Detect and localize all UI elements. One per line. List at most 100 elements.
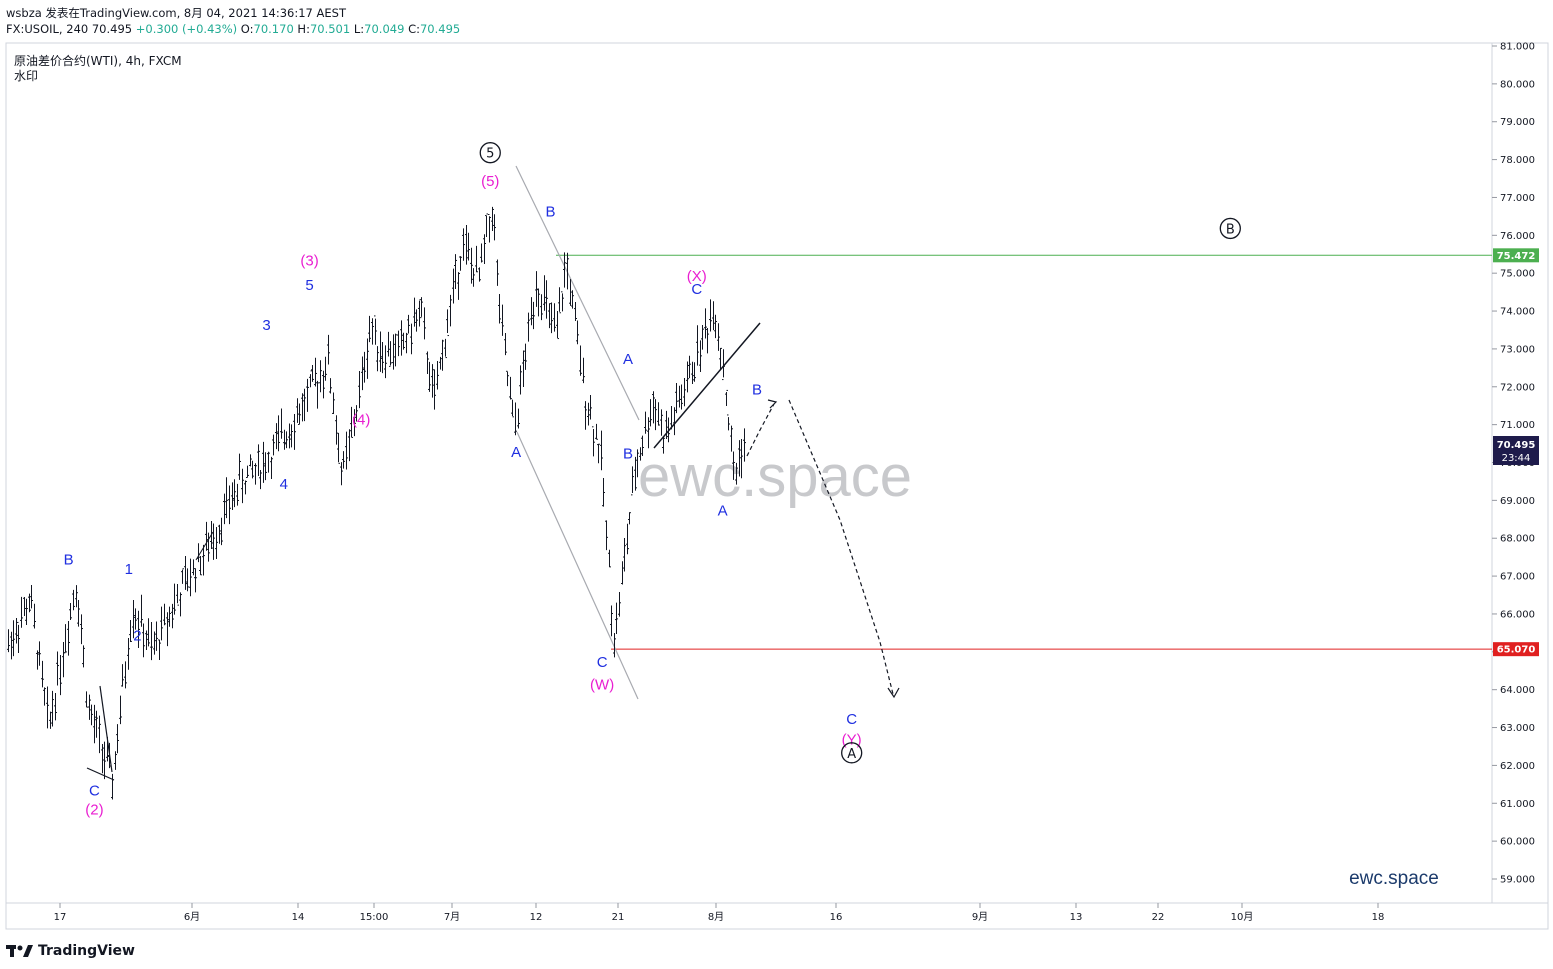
price-tick-label: 68.000 <box>1500 534 1535 545</box>
price-tick-label: 81.000 <box>1500 42 1535 53</box>
brand-corner-text: ewc.space <box>1349 868 1439 889</box>
wave-label: (2) <box>85 802 103 819</box>
change-value: +0.300 (+0.43%) <box>135 22 238 36</box>
time-tick-label: 6月 <box>184 911 200 923</box>
level-badge-red[interactable]: 65.070 <box>1493 642 1539 657</box>
wave-label: B <box>623 446 633 463</box>
countdown-label: 23:44 <box>1502 453 1531 464</box>
wave-label: B <box>64 552 74 569</box>
time-tick-label: 22 <box>1152 912 1165 923</box>
time-axis[interactable] <box>5 902 1549 930</box>
price-axis[interactable] <box>1491 42 1549 904</box>
wave-label: A <box>623 351 633 368</box>
wave-circle-icon <box>841 742 863 764</box>
price-tick-label: 64.000 <box>1500 685 1535 696</box>
current-price-badge[interactable]: 70.495 23:44 <box>1493 436 1539 465</box>
price-tick-label: 80.000 <box>1500 79 1535 90</box>
time-tick-label: 9月 <box>972 911 988 923</box>
projection-path-up[interactable] <box>746 403 775 457</box>
current-price-label: 70.495 <box>1497 440 1536 451</box>
time-tick-label: 15:00 <box>360 912 389 923</box>
price-tick-label: 66.000 <box>1500 609 1535 620</box>
wave-label: (X) <box>687 268 707 285</box>
price-tick-label: 79.000 <box>1500 117 1535 128</box>
price-tick-label: 74.000 <box>1500 307 1535 318</box>
wave-label-circled: 5 <box>486 147 494 162</box>
wave-label: 4 <box>280 476 288 493</box>
close-label: C: <box>408 22 420 36</box>
wave-label: C <box>691 281 702 298</box>
time-tick-label: 8月 <box>708 911 724 923</box>
channel-lower-line[interactable] <box>516 431 639 700</box>
time-axis-ticks: 17 6月 14 15:00 7月 12 21 8月 16 9月 13 22 10月 18 <box>54 903 1385 923</box>
wave-label: C <box>846 711 857 728</box>
wave-circle-icon <box>1219 217 1241 240</box>
wave-label: 5 <box>305 277 313 294</box>
wave-label: (3) <box>300 253 318 270</box>
time-tick-label: 7月 <box>444 911 460 923</box>
level-badge-red-label: 65.070 <box>1497 645 1536 656</box>
price-tick-label: 63.000 <box>1500 723 1535 734</box>
series-title: 原油差价合约(WTI), 4h, FXCM <box>14 54 182 68</box>
publish-info: wsbza 发表在TradingView.com, 8月 04, 2021 14… <box>6 6 346 20</box>
price-tick-label: 77.000 <box>1500 193 1535 204</box>
level-badge-green-label: 75.472 <box>1497 251 1536 262</box>
price-tick-label: 73.000 <box>1500 344 1535 355</box>
watermark-text: ewc.space <box>638 444 912 509</box>
high-value: 70.501 <box>309 22 351 36</box>
price-tick-label: 75.000 <box>1500 269 1535 280</box>
chart-header: wsbza 发表在TradingView.com, 8月 04, 2021 14… <box>6 5 460 37</box>
low-label: L: <box>353 22 365 36</box>
candlestick-series[interactable] <box>7 206 746 800</box>
series-legend[interactable]: 原油差价合约(WTI), 4h, FXCM 水印 <box>14 54 182 84</box>
tradingview-footer[interactable]: TradingView <box>6 940 135 962</box>
open-value: 70.170 <box>253 22 294 36</box>
time-tick-label: 21 <box>612 912 625 923</box>
triangle-line-lower[interactable] <box>86 767 115 781</box>
price-tick-label: 60.000 <box>1500 837 1535 848</box>
projection-path-down[interactable] <box>788 399 894 695</box>
time-tick-label: 18 <box>1372 912 1385 923</box>
price-tick-label: 62.000 <box>1500 761 1535 772</box>
wave-label: 3 <box>262 317 270 334</box>
plot-area[interactable] <box>5 42 1493 904</box>
price-tick-label: 61.000 <box>1500 799 1535 810</box>
price-tick-label: 59.000 <box>1500 875 1535 886</box>
time-tick-label: 10月 <box>1231 911 1254 923</box>
tradingview-brand: TradingView <box>38 943 135 959</box>
low-value: 70.049 <box>364 22 405 36</box>
wave-label: 1 <box>125 561 133 578</box>
channel-upper-line[interactable] <box>515 165 640 421</box>
wave-label: (W) <box>590 677 614 694</box>
price-tick-label: 78.000 <box>1500 155 1535 166</box>
wave-label: C <box>89 783 100 800</box>
wave-label: A <box>718 503 728 520</box>
high-label: H: <box>297 22 310 36</box>
wave-label: (4) <box>352 412 370 429</box>
time-tick-label: 16 <box>830 912 843 923</box>
wave-label: (5) <box>481 173 499 190</box>
close-value: 70.495 <box>419 22 461 36</box>
price-tick-label: 72.000 <box>1500 382 1535 393</box>
wave-label-circled: A <box>847 747 856 762</box>
symbol-label: FX:USOIL, 240 <box>6 22 89 36</box>
wave-circle-icon <box>479 142 501 164</box>
price-tick-label: 71.000 <box>1500 420 1535 431</box>
time-tick-label: 17 <box>54 912 67 923</box>
time-tick-label: 12 <box>530 912 543 923</box>
level-badge-green[interactable]: 75.472 <box>1493 248 1539 263</box>
wave-label: A <box>511 444 521 461</box>
time-tick-label: 14 <box>292 912 305 923</box>
wave-label: 2 <box>133 627 141 644</box>
open-label: O: <box>240 22 254 36</box>
arrowhead-down-icon <box>887 687 900 699</box>
wave-label-circled: B <box>1226 222 1235 237</box>
last-price: 70.495 <box>91 22 133 36</box>
tradingview-logo-icon <box>6 945 33 957</box>
ohlc-line: FX:USOIL, 240 70.495 +0.300 (+0.43%) O:7… <box>6 21 460 37</box>
wave-label: B <box>752 381 762 398</box>
wave-label: B <box>545 203 555 220</box>
series-subtitle: 水印 <box>14 69 39 83</box>
